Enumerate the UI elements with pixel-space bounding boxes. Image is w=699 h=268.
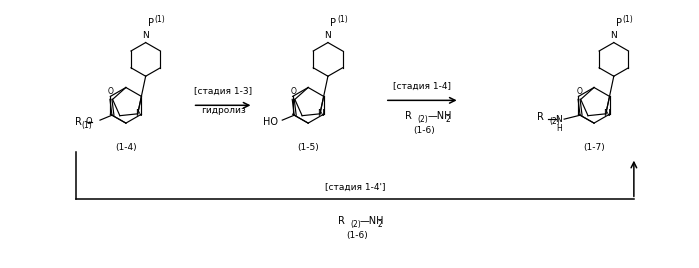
Text: 2: 2 <box>445 115 450 124</box>
Text: (1): (1) <box>623 15 633 24</box>
Text: [стадия 1-4']: [стадия 1-4'] <box>325 183 385 191</box>
Text: (1-5): (1-5) <box>297 143 319 152</box>
Text: O: O <box>85 117 92 126</box>
Text: (2): (2) <box>417 115 428 124</box>
Text: —NH: —NH <box>427 111 452 121</box>
Text: —NH: —NH <box>360 216 384 226</box>
Text: O: O <box>108 87 114 96</box>
Text: R: R <box>405 111 412 121</box>
Text: 2: 2 <box>378 219 382 229</box>
Text: N: N <box>143 31 149 40</box>
Text: R: R <box>538 112 545 122</box>
Text: O: O <box>576 87 582 96</box>
Text: R: R <box>338 216 345 226</box>
Text: H: H <box>556 124 562 133</box>
Text: (1): (1) <box>81 121 92 130</box>
Text: гидролиз: гидролиз <box>201 106 245 115</box>
Text: N: N <box>136 109 142 118</box>
Text: (2): (2) <box>350 219 361 229</box>
Text: P: P <box>330 18 336 28</box>
Text: (1): (1) <box>154 15 166 24</box>
Text: N: N <box>324 31 331 40</box>
Text: N: N <box>317 109 324 118</box>
Text: (1-6): (1-6) <box>346 232 368 240</box>
Text: (1-6): (1-6) <box>413 125 435 135</box>
Text: N: N <box>603 109 610 118</box>
Text: O: O <box>290 87 296 96</box>
Text: (2): (2) <box>549 117 560 126</box>
Text: N: N <box>556 115 562 124</box>
Text: (1-7): (1-7) <box>583 143 605 152</box>
Text: [стадия 1-3]: [стадия 1-3] <box>194 87 252 96</box>
Text: R: R <box>75 117 82 127</box>
Text: N: N <box>610 31 617 40</box>
Text: P: P <box>616 18 622 28</box>
Text: (1): (1) <box>337 15 347 24</box>
Text: [стадия 1-4]: [стадия 1-4] <box>394 82 452 91</box>
Text: P: P <box>147 18 154 28</box>
Text: (1-4): (1-4) <box>115 143 137 152</box>
Text: HO: HO <box>264 117 278 127</box>
